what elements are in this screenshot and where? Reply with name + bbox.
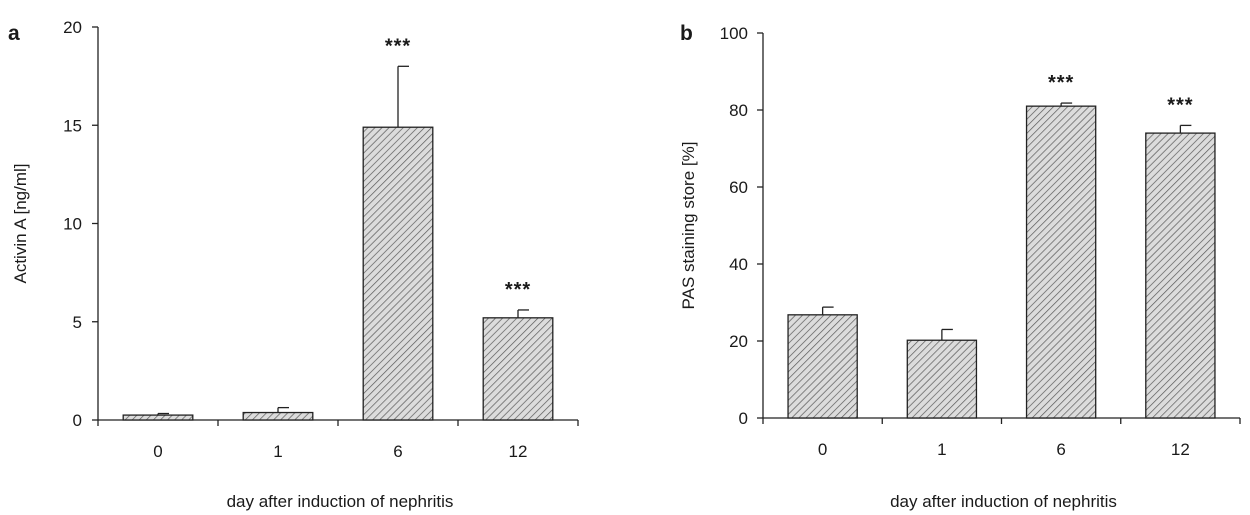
chart-panel-a: a 0 5 10 15 20 0 1 6 *** 12 *** day after induction… — [8, 18, 579, 511]
y-tick-label: 10 — [63, 215, 82, 234]
y-axis-title: PAS staining store [%] — [679, 142, 698, 310]
y-tick-label: 100 — [720, 24, 748, 43]
bar — [122, 414, 194, 421]
panel-letter-a: a — [8, 22, 20, 45]
x-axis-title: day after induction of nephritis — [890, 492, 1117, 511]
x-tick-label: 0 — [153, 442, 162, 461]
y-tick-label: 20 — [63, 18, 82, 37]
x-tick-label: 12 — [1171, 440, 1190, 459]
bar — [362, 126, 434, 421]
x-tick-label: 12 — [509, 442, 528, 461]
x-tick-label: 6 — [1056, 440, 1065, 459]
x-tick-label: 6 — [393, 442, 402, 461]
chart-panel-b: b 0 20 40 60 80 100 0 1 6 *** 12 *** day after induc… — [679, 22, 1241, 511]
bar — [482, 317, 554, 421]
y-tick-label: 5 — [73, 313, 82, 332]
x-tick-label: 1 — [937, 440, 946, 459]
y-tick-label: 60 — [729, 178, 748, 197]
significance-label: *** — [1167, 94, 1193, 116]
bar — [1145, 132, 1216, 419]
y-tick-label: 80 — [729, 101, 748, 120]
y-tick-label: 15 — [63, 116, 82, 135]
y-tick-label: 0 — [739, 409, 748, 428]
x-tick-label: 1 — [273, 442, 282, 461]
bar — [906, 339, 978, 419]
significance-label: *** — [385, 35, 411, 57]
panel-letter-b: b — [680, 22, 693, 45]
significance-label: *** — [505, 279, 531, 301]
significance-label: *** — [1048, 72, 1074, 94]
x-axis-title: day after induction of nephritis — [227, 492, 454, 511]
bar — [1025, 105, 1097, 419]
y-axis-title: Activin A [ng/ml] — [11, 164, 30, 284]
y-tick-label: 40 — [729, 255, 748, 274]
x-tick-label: 0 — [818, 440, 827, 459]
bar — [242, 411, 314, 421]
y-tick-label: 20 — [729, 332, 748, 351]
y-tick-label: 0 — [73, 411, 82, 430]
bar — [787, 314, 858, 419]
